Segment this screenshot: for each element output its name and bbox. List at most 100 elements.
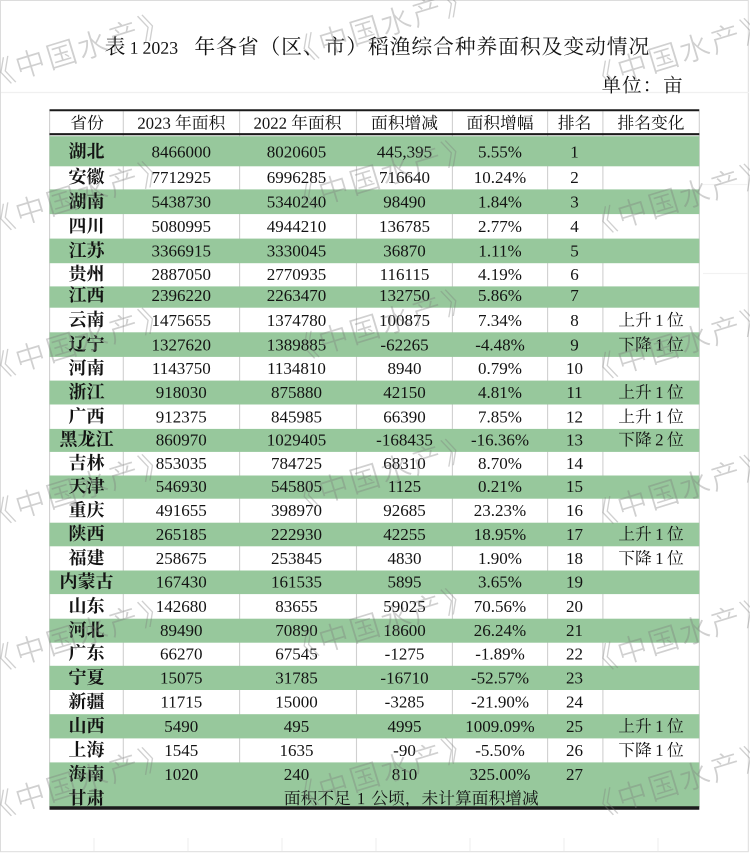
svg-text:1374780: 1374780 xyxy=(267,311,327,330)
svg-text:398970: 398970 xyxy=(271,501,322,520)
svg-text:1.90%: 1.90% xyxy=(478,549,522,568)
svg-text:0.21%: 0.21% xyxy=(478,477,522,496)
svg-text:1.11%: 1.11% xyxy=(478,242,521,261)
svg-text:4: 4 xyxy=(570,217,579,236)
svg-text:70890: 70890 xyxy=(275,621,318,640)
svg-text:17: 17 xyxy=(566,525,584,544)
svg-text:3366915: 3366915 xyxy=(152,242,212,261)
svg-text:8.70%: 8.70% xyxy=(478,454,522,473)
svg-text:8940: 8940 xyxy=(388,359,422,378)
svg-text:545805: 545805 xyxy=(271,477,322,496)
svg-text:1545: 1545 xyxy=(164,741,198,760)
svg-text:70.56%: 70.56% xyxy=(474,597,526,616)
svg-text:5.86%: 5.86% xyxy=(478,286,522,305)
svg-text:42255: 42255 xyxy=(383,525,426,544)
svg-text:10: 10 xyxy=(566,359,583,378)
svg-text:7.85%: 7.85% xyxy=(478,407,522,426)
svg-text:27: 27 xyxy=(566,765,584,784)
svg-text:1143750: 1143750 xyxy=(152,359,211,378)
svg-text:-3285: -3285 xyxy=(385,693,425,712)
svg-text:860970: 860970 xyxy=(156,430,207,449)
svg-text:3: 3 xyxy=(570,193,579,212)
svg-text:-16.36%: -16.36% xyxy=(471,430,529,449)
svg-text:83655: 83655 xyxy=(275,597,318,616)
svg-text:167430: 167430 xyxy=(156,573,207,592)
svg-text:89490: 89490 xyxy=(160,621,203,640)
svg-text:5438730: 5438730 xyxy=(152,193,212,212)
svg-text:5490: 5490 xyxy=(164,717,198,736)
svg-text:1327620: 1327620 xyxy=(152,335,212,354)
svg-text:13: 13 xyxy=(566,430,583,449)
svg-text:116115: 116115 xyxy=(380,265,430,284)
svg-text:18.95%: 18.95% xyxy=(474,525,526,544)
svg-text:6996285: 6996285 xyxy=(267,168,327,187)
svg-text:18600: 18600 xyxy=(383,621,426,640)
svg-text:-168435: -168435 xyxy=(376,430,433,449)
svg-text:1029405: 1029405 xyxy=(267,430,327,449)
svg-text:92685: 92685 xyxy=(383,501,426,520)
svg-text:2: 2 xyxy=(570,168,579,187)
svg-text:240: 240 xyxy=(284,765,310,784)
svg-text:-16710: -16710 xyxy=(380,669,428,688)
svg-text:4.19%: 4.19% xyxy=(478,265,522,284)
svg-text:5.55%: 5.55% xyxy=(478,142,522,161)
svg-text:5895: 5895 xyxy=(388,573,422,592)
svg-text:1635: 1635 xyxy=(280,741,314,760)
svg-text:1134810: 1134810 xyxy=(267,359,326,378)
svg-text:4.81%: 4.81% xyxy=(478,383,522,402)
svg-text:-5.50%: -5.50% xyxy=(475,741,525,760)
svg-text:222930: 222930 xyxy=(271,525,322,544)
svg-text:258675: 258675 xyxy=(156,549,207,568)
svg-text:265185: 265185 xyxy=(156,525,207,544)
svg-text:445,395: 445,395 xyxy=(377,142,432,161)
svg-text:2396220: 2396220 xyxy=(152,286,212,305)
svg-text:6: 6 xyxy=(570,265,579,284)
svg-text:2770935: 2770935 xyxy=(267,265,327,284)
svg-text:546930: 546930 xyxy=(156,477,207,496)
svg-text:4995: 4995 xyxy=(388,717,422,736)
svg-text:98490: 98490 xyxy=(383,193,426,212)
svg-text:31785: 31785 xyxy=(275,669,318,688)
svg-text:15000: 15000 xyxy=(275,693,318,712)
svg-text:15075: 15075 xyxy=(160,669,203,688)
svg-text:2887050: 2887050 xyxy=(152,265,212,284)
svg-text:875880: 875880 xyxy=(271,383,322,402)
svg-text:3330045: 3330045 xyxy=(267,242,327,261)
svg-text:2263470: 2263470 xyxy=(267,286,327,305)
svg-text:11715: 11715 xyxy=(160,693,202,712)
svg-text:66390: 66390 xyxy=(383,407,426,426)
svg-text:18: 18 xyxy=(566,549,583,568)
svg-text:16: 16 xyxy=(566,501,583,520)
svg-text:7712925: 7712925 xyxy=(152,168,212,187)
svg-text:25: 25 xyxy=(566,717,583,736)
svg-text:8466000: 8466000 xyxy=(152,142,212,161)
svg-text:161535: 161535 xyxy=(271,573,322,592)
svg-text:36870: 36870 xyxy=(383,242,426,261)
svg-text:23: 23 xyxy=(566,669,583,688)
svg-text:132750: 132750 xyxy=(379,286,430,305)
svg-text:15: 15 xyxy=(566,477,583,496)
svg-text:142680: 142680 xyxy=(156,597,207,616)
svg-text:253845: 253845 xyxy=(271,549,322,568)
svg-text:7: 7 xyxy=(570,286,579,305)
svg-text:66270: 66270 xyxy=(160,644,203,663)
svg-text:14: 14 xyxy=(566,454,584,473)
svg-text:21: 21 xyxy=(566,621,583,640)
svg-text:22: 22 xyxy=(566,644,583,663)
svg-text:24: 24 xyxy=(566,693,584,712)
svg-text:8020605: 8020605 xyxy=(267,142,327,161)
svg-text:1475655: 1475655 xyxy=(152,311,212,330)
svg-text:1125: 1125 xyxy=(388,477,421,496)
svg-text:325.00%: 325.00% xyxy=(470,765,531,784)
svg-text:136785: 136785 xyxy=(379,217,430,236)
svg-text:5340240: 5340240 xyxy=(267,193,327,212)
svg-text:100875: 100875 xyxy=(379,311,430,330)
svg-text:716640: 716640 xyxy=(379,168,430,187)
svg-text:5: 5 xyxy=(570,242,579,261)
svg-text:-1275: -1275 xyxy=(385,644,425,663)
svg-text:-4.48%: -4.48% xyxy=(475,335,525,354)
svg-text:23.23%: 23.23% xyxy=(474,501,526,520)
svg-text:2.77%: 2.77% xyxy=(478,217,522,236)
svg-text:12: 12 xyxy=(566,407,583,426)
svg-text:1009.09%: 1009.09% xyxy=(465,717,534,736)
